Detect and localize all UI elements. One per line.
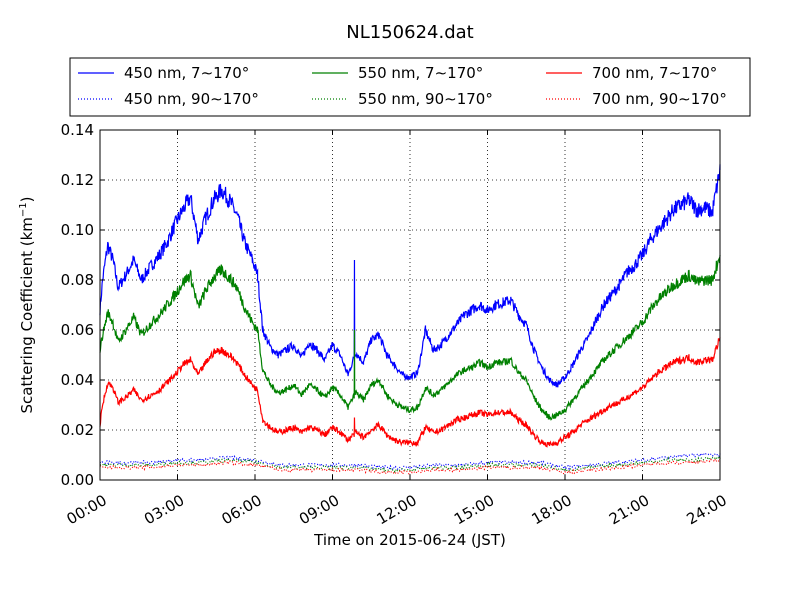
y-axis-label-tail: )	[18, 196, 36, 202]
legend-label-5: 700 nm, 90∼170°	[592, 90, 727, 108]
x-tick-label: 12:00	[373, 491, 419, 528]
x-tick-label: 21:00	[606, 491, 652, 528]
y-axis-label-superscript: −1	[18, 202, 29, 217]
series-line-1	[99, 452, 721, 471]
x-axis-label: Time on 2015-06-24 (JST)	[313, 531, 506, 549]
legend-entries: 450 nm, 7∼170° 450 nm, 90∼170° 550 nm, 7∼1…	[78, 64, 727, 108]
y-tick-labels: 0.00 0.02 0.04 0.06 0.08 0.10 0.12 0.14	[61, 121, 94, 489]
legend-box	[69, 57, 751, 117]
y-tick-label: 0.00	[61, 471, 94, 489]
x-tick-label: 00:00	[63, 491, 109, 528]
x-tick-label: 03:00	[141, 491, 187, 528]
series-layer	[99, 164, 721, 476]
series-line-2	[99, 255, 721, 421]
y-tick-label: 0.04	[61, 371, 94, 389]
y-axis-label-main: Scattering Coefficient (km	[18, 217, 36, 413]
x-tick-labels: 00:00 03:00 06:00 09:00 12:00 15:00 18:00 21:00…	[63, 491, 729, 528]
legend-label-3: 550 nm, 90∼170°	[358, 90, 493, 108]
plot-area	[99, 129, 721, 481]
x-tick-label: 06:00	[218, 491, 264, 528]
y-tick-label: 0.14	[61, 121, 94, 139]
y-tick-label: 0.02	[61, 421, 94, 439]
legend-label-2: 550 nm, 7∼170°	[358, 64, 483, 82]
y-tick-label: 0.12	[61, 171, 94, 189]
x-tick-label: 09:00	[296, 491, 342, 528]
y-tick-label: 0.08	[61, 271, 94, 289]
series-line-5	[99, 457, 721, 476]
y-tick-label: 0.06	[61, 321, 94, 339]
y-tick-label: 0.10	[61, 221, 94, 239]
series-line-3	[99, 454, 721, 473]
y-axis-label: Scattering Coefficient (km−1)	[18, 196, 36, 413]
series-line-4	[99, 337, 721, 448]
x-tick-label: 18:00	[528, 491, 574, 528]
chart-title: NL150624.dat	[346, 22, 473, 43]
legend-label-4: 700 nm, 7∼170°	[592, 64, 717, 82]
plot-background	[100, 130, 720, 480]
series-line-0	[99, 164, 721, 388]
x-tick-label: 24:00	[683, 491, 729, 528]
legend-label-1: 450 nm, 90∼170°	[124, 90, 259, 108]
tick-layer	[99, 129, 721, 481]
x-tick-label: 15:00	[451, 491, 497, 528]
legend-label-0: 450 nm, 7∼170°	[124, 64, 249, 82]
grid-layer	[100, 130, 720, 480]
legend: 450 nm, 7∼170° 450 nm, 90∼170° 550 nm, 7∼1…	[69, 57, 751, 117]
